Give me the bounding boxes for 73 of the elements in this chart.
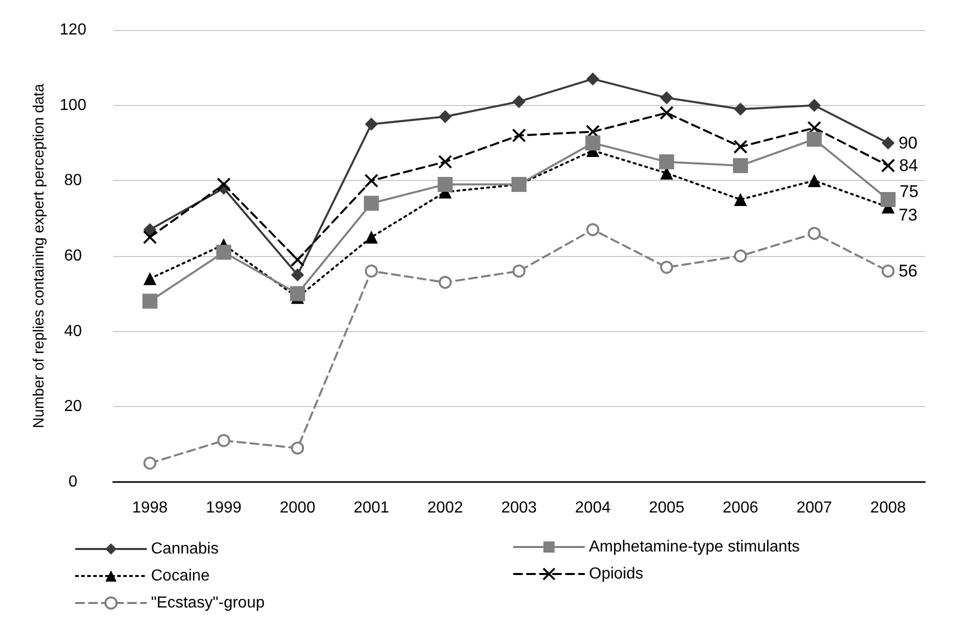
point: [291, 442, 304, 455]
data-label: 73: [898, 206, 918, 225]
point: [364, 118, 378, 131]
data-label: 75: [900, 182, 919, 201]
x-tick-label: 1998: [132, 500, 168, 516]
point: [734, 250, 747, 262]
point: [734, 102, 747, 116]
point: [142, 230, 157, 244]
point: [438, 176, 453, 192]
point: [512, 264, 526, 278]
data-label: 90: [898, 134, 918, 152]
x-tick-label: 2007: [796, 500, 832, 516]
x-tick-label: 2001: [354, 500, 390, 516]
x-tick-label: 2000: [280, 500, 316, 516]
point: [438, 154, 452, 169]
point: [216, 177, 231, 192]
legend-label: "Ecstasy"-group: [151, 594, 265, 612]
y-axis-title: Number of replies containing expert perception data: [30, 83, 48, 428]
point: [216, 244, 232, 260]
point: [585, 136, 600, 150]
point: [364, 196, 379, 211]
point: [660, 260, 674, 274]
point: [217, 434, 230, 448]
point: [142, 294, 158, 309]
y-tick-label: 120: [60, 22, 86, 38]
legend-label: Cannabis: [151, 540, 219, 558]
x-tick-label: 2003: [501, 500, 537, 516]
point: [808, 174, 821, 188]
y-tick-label: 60: [64, 248, 82, 264]
y-tick-label: 40: [64, 322, 82, 340]
legend-label: Opioids: [589, 566, 644, 582]
point: [143, 223, 156, 236]
point: [586, 72, 600, 86]
point: [882, 136, 895, 150]
y-tick-label: 80: [64, 172, 82, 190]
x-tick-label: 2006: [722, 500, 758, 516]
x-tick-label: 2002: [427, 500, 464, 516]
legend-label: Cocaine: [151, 568, 210, 584]
data-label: 56: [898, 262, 918, 281]
y-tick-label: 100: [60, 96, 86, 114]
point: [291, 268, 304, 282]
x-tick-label: 2008: [870, 500, 906, 516]
point: [143, 272, 156, 286]
point: [660, 106, 674, 120]
point: [880, 192, 896, 207]
point: [438, 110, 452, 124]
point: [660, 91, 674, 104]
point: [733, 140, 748, 154]
point: [808, 226, 821, 240]
point: [881, 158, 896, 173]
legend-label: Amphetamine-type stimulants: [589, 538, 800, 556]
x-tick-label: 2005: [648, 500, 685, 516]
point: [143, 456, 156, 470]
point: [806, 132, 822, 147]
point: [290, 252, 305, 267]
point: [290, 286, 306, 302]
point: [732, 158, 748, 174]
point: [734, 193, 747, 206]
y-tick-label: 0: [68, 474, 78, 490]
point: [364, 230, 378, 244]
point: [659, 154, 674, 170]
x-tick-label: 1999: [206, 500, 242, 516]
x-tick-label: 2004: [575, 500, 611, 516]
point: [364, 264, 378, 278]
point: [512, 128, 526, 142]
point: [438, 276, 452, 289]
point: [882, 264, 895, 278]
point: [808, 98, 821, 112]
point: [364, 174, 378, 188]
y-tick-label: 20: [64, 398, 82, 416]
point: [586, 223, 600, 236]
point: [512, 95, 526, 108]
data-label: 84: [899, 156, 918, 176]
